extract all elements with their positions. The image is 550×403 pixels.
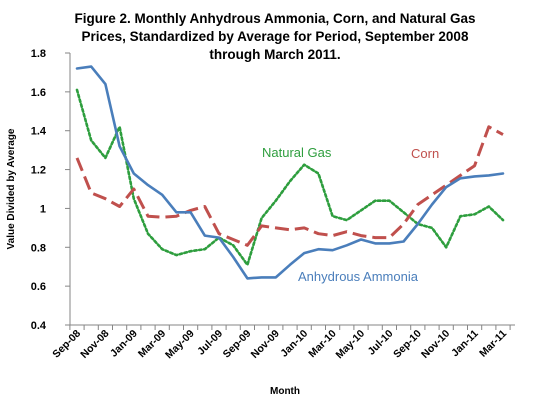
- y-axis-title: Value Divided by Average: [6, 128, 17, 249]
- x-ticks: Sep-08Nov-08Jan-09Mar-09May-09Jul-09Sep-…: [50, 325, 511, 362]
- series-line-corn: [75, 125, 504, 247]
- x-tick-label: Sep-09: [221, 328, 254, 361]
- x-tick-label: Jan-11: [449, 328, 481, 360]
- x-tick-label: Jan-10: [278, 328, 310, 360]
- x-tick-label: May-09: [163, 328, 197, 362]
- y-tick-label: 0.6: [31, 281, 46, 293]
- chart-title-line-2: Prices, Standardized by Average for Peri…: [81, 29, 469, 44]
- x-tick-label: Jan-09: [108, 328, 140, 360]
- y-tick-label: 1: [40, 203, 46, 215]
- y-tick-label: 1.2: [31, 165, 46, 177]
- x-tick-label: Mar-10: [306, 328, 339, 361]
- y-tick-label: 1.4: [31, 126, 47, 138]
- chart-title: Figure 2. Monthly Anhydrous Ammonia, Cor…: [40, 10, 510, 64]
- y-ticks: 0.4 0.6 0.8 1 1.2 1.4 1.6 1.8: [31, 48, 70, 332]
- series-layer: [75, 65, 505, 280]
- series-line-natural-gas: [75, 88, 505, 267]
- x-tick-label: Mar-11: [477, 328, 509, 360]
- x-tick-label: Nov-09: [249, 328, 282, 361]
- x-tick-label: Nov-08: [78, 328, 111, 361]
- x-axis-title: Month: [270, 386, 300, 397]
- series-label-corn: Corn: [411, 146, 439, 161]
- x-tick-label: May-10: [333, 328, 367, 362]
- series-label-natural-gas: Natural Gas: [262, 145, 332, 160]
- series-labels: Anhydrous Ammonia Corn Natural Gas: [262, 145, 439, 284]
- x-tick-label: Sep-08: [50, 328, 83, 361]
- y-tick-label: 1.8: [31, 48, 46, 60]
- y-tick-label: 0.8: [31, 242, 46, 254]
- chart-title-line-3: through March 2011.: [209, 47, 341, 62]
- axes: [69, 53, 515, 326]
- x-tick-label: Mar-09: [136, 328, 169, 361]
- y-tick-label: 1.6: [31, 87, 46, 99]
- x-tick-label: Sep-10: [391, 328, 424, 361]
- series-line-anhydrous-ammonia: [75, 65, 505, 280]
- x-tick-label: Nov-10: [419, 328, 452, 361]
- series-label-anhydrous-ammonia: Anhydrous Ammonia: [298, 269, 419, 284]
- y-tick-label: 0.4: [31, 320, 47, 332]
- chart-title-line-1: Figure 2. Monthly Anhydrous Ammonia, Cor…: [74, 11, 476, 26]
